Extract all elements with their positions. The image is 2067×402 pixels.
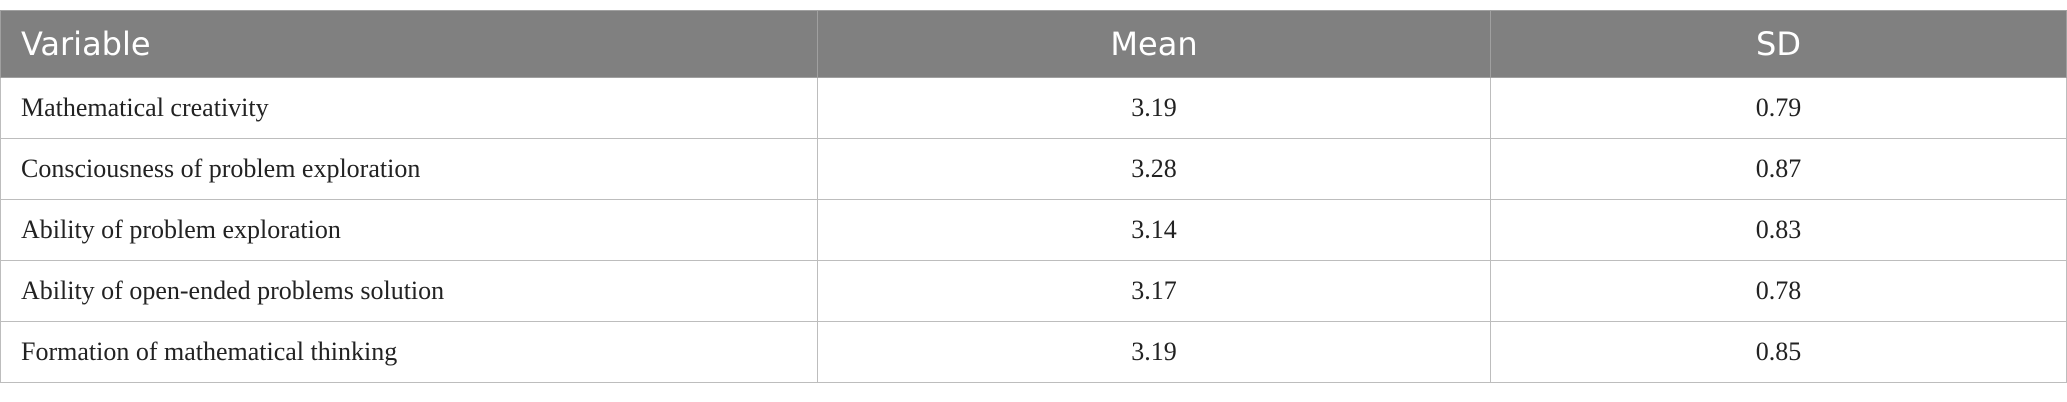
header-cell: SD [1490, 10, 2067, 78]
value-cell: 0.85 [1490, 321, 2067, 383]
value-cell: 0.79 [1490, 77, 2067, 139]
value-cell: 0.83 [1490, 199, 2067, 261]
table-body: Mathematical creativity 3.19 0.79 Conscious… [0, 77, 2067, 383]
table-header: Variable Mean SD [0, 10, 2067, 78]
variable-cell: Ability of problem exploration [0, 199, 818, 261]
table-row: Ability of problem exploration 3.14 0.83 [0, 199, 2067, 261]
value-cell: 3.19 [817, 321, 1491, 383]
variable-cell: Mathematical creativity [0, 77, 818, 139]
value-cell: 3.28 [817, 138, 1491, 200]
table-row: Formation of mathematical thinking 3.19 0.… [0, 321, 2067, 383]
header-row: Variable Mean SD [0, 10, 2067, 78]
value-cell: 3.17 [817, 260, 1491, 322]
header-cell: Variable [0, 10, 818, 78]
header-cell: Mean [817, 10, 1491, 78]
variable-cell: Consciousness of problem exploration [0, 138, 818, 200]
value-cell: 3.19 [817, 77, 1491, 139]
variable-cell: Ability of open-ended problems solution [0, 260, 818, 322]
data-table: Variable Mean SD Mathematical creativity… [0, 10, 2067, 383]
table-row: Ability of open-ended problems solution 3… [0, 260, 2067, 322]
table-row: Consciousness of problem exploration 3.28… [0, 138, 2067, 200]
value-cell: 0.87 [1490, 138, 2067, 200]
variable-cell: Formation of mathematical thinking [0, 321, 818, 383]
value-cell: 0.78 [1490, 260, 2067, 322]
table-row: Mathematical creativity 3.19 0.79 [0, 77, 2067, 139]
value-cell: 3.14 [817, 199, 1491, 261]
